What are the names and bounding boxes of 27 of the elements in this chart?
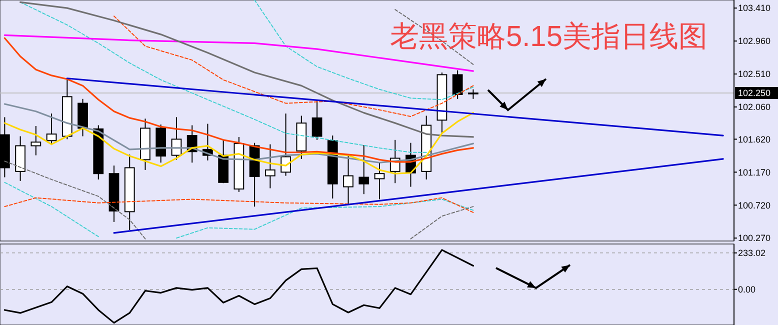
line-series [254,0,474,100]
y-tick-label: 102.510 [738,69,771,80]
y-tick-label: 103.410 [738,3,771,14]
candlestick [452,70,463,100]
y-tick-label: 101.170 [738,167,771,178]
candlestick [312,99,322,140]
candlestick [468,88,478,100]
y-tick-label: 102.060 [738,102,771,112]
line-series [20,1,474,138]
candlestick [264,144,276,189]
y-tick-label: 102.960 [738,36,771,46]
line-series [4,197,474,213]
candlestick [374,162,385,200]
candlestick [46,113,57,146]
text: 老黑策略5.15美指日线图 [390,21,708,53]
y-tick-label: 100.720 [738,200,771,210]
candlestick [343,154,354,205]
candlestick [358,144,370,195]
line-series [114,16,474,117]
line-series [4,112,474,174]
y-tick-label: 233.02 [738,248,766,258]
candlestick [30,125,42,156]
line-series [176,198,474,239]
y-tick-label: 0.00 [738,284,756,294]
y-tick-label: 100.270 [738,233,771,244]
ref-line-label: 102.250 [738,88,771,98]
y-tick-label: 101.620 [738,134,771,144]
